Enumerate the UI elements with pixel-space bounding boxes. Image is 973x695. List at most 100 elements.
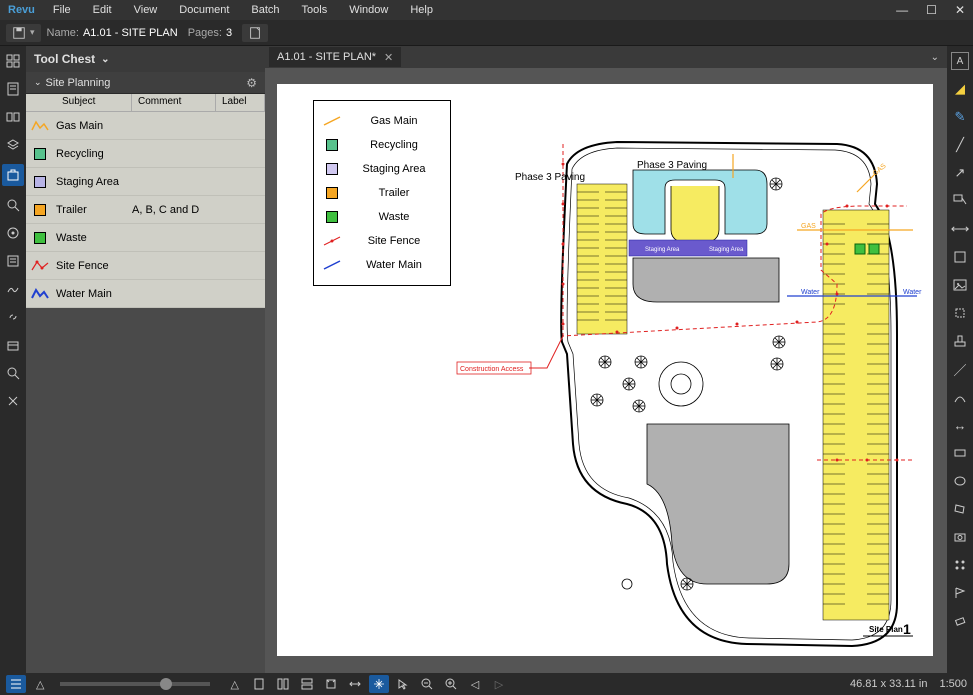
- menu-batch[interactable]: Batch: [251, 4, 279, 16]
- rtool-measure-icon[interactable]: ↔: [951, 416, 969, 434]
- rtool-erase-icon[interactable]: [951, 612, 969, 630]
- menu-help[interactable]: Help: [410, 4, 433, 16]
- tool-icon: [26, 204, 54, 216]
- single-page-button[interactable]: [249, 675, 269, 693]
- tool-icon: [26, 232, 54, 244]
- fit-page-button[interactable]: [321, 675, 341, 693]
- rtool-arc-icon[interactable]: [951, 388, 969, 406]
- rail-measure-icon[interactable]: [4, 364, 22, 382]
- maximize-button[interactable]: ☐: [926, 3, 937, 17]
- section-header[interactable]: ⌄ Site Planning ⚙: [26, 72, 265, 94]
- markups-list-button[interactable]: [6, 675, 26, 693]
- rtool-flag-icon[interactable]: [951, 584, 969, 602]
- col-subject[interactable]: Subject: [26, 94, 132, 111]
- rail-signatures-icon[interactable]: [4, 280, 22, 298]
- svg-text:Staging Area: Staging Area: [709, 247, 744, 253]
- fit-width-button[interactable]: [345, 675, 365, 693]
- rtool-text-icon[interactable]: A: [951, 52, 969, 70]
- zoom-slider[interactable]: [60, 682, 210, 686]
- split-v-button[interactable]: [273, 675, 293, 693]
- rtool-stamp-icon[interactable]: [951, 332, 969, 350]
- save-button[interactable]: ▾: [6, 24, 41, 42]
- close-button[interactable]: ✕: [955, 3, 965, 17]
- rail-properties-icon[interactable]: [4, 224, 22, 242]
- tool-comment: A, B, C and D: [132, 204, 216, 216]
- rail-sets-icon[interactable]: [4, 336, 22, 354]
- table-row[interactable]: Waste: [26, 224, 265, 252]
- chevron-down-icon: ⌄: [34, 77, 42, 88]
- rtool-dimension-icon[interactable]: ⟷: [951, 220, 969, 238]
- table-row[interactable]: Gas Main: [26, 112, 265, 140]
- split-h-button[interactable]: [297, 675, 317, 693]
- pages-label: Pages:: [188, 27, 222, 39]
- rtool-ellipse-icon[interactable]: [951, 472, 969, 490]
- rtool-polygon-icon[interactable]: [951, 500, 969, 518]
- rail-studio-icon[interactable]: [4, 392, 22, 410]
- triangle-right-icon[interactable]: △: [230, 678, 238, 691]
- rtool-cloud-icon[interactable]: [951, 248, 969, 266]
- svg-text:Water: Water: [903, 289, 922, 296]
- svg-text:Phase 3 Paving: Phase 3 Paving: [637, 160, 707, 171]
- pages-value: 3: [226, 27, 232, 39]
- tool-subject: Site Fence: [54, 260, 132, 272]
- document-tab[interactable]: A1.01 - SITE PLAN* ✕: [269, 47, 401, 67]
- table-row[interactable]: Site Fence: [26, 252, 265, 280]
- rtool-line-icon[interactable]: ╱: [951, 136, 969, 154]
- panel-header[interactable]: Tool Chest ⌄: [26, 46, 265, 72]
- table-row[interactable]: Staging Area: [26, 168, 265, 196]
- rtool-callout-icon[interactable]: [951, 192, 969, 210]
- canvas[interactable]: Gas MainRecyclingStaging AreaTrailerWast…: [265, 68, 947, 673]
- slider-thumb[interactable]: [160, 678, 172, 690]
- rtool-image-icon[interactable]: [951, 276, 969, 294]
- rail-forms-icon[interactable]: [4, 252, 22, 270]
- tool-icon: [26, 118, 54, 134]
- panel-title: Tool Chest: [34, 52, 95, 66]
- rail-layers-icon[interactable]: [4, 136, 22, 154]
- triangle-left-icon[interactable]: △: [36, 678, 44, 691]
- chevron-down-icon[interactable]: ⌄: [931, 52, 939, 63]
- rtool-polyline-icon[interactable]: ／: [951, 360, 969, 378]
- tool-subject: Gas Main: [54, 120, 132, 132]
- minimize-button[interactable]: —: [896, 3, 908, 17]
- next-view-button[interactable]: ▷: [489, 675, 509, 693]
- svg-text:Construction Access: Construction Access: [460, 366, 524, 373]
- menu-file[interactable]: File: [53, 4, 71, 16]
- menu-tools[interactable]: Tools: [302, 4, 328, 16]
- menu-edit[interactable]: Edit: [93, 4, 112, 16]
- tab-close-icon[interactable]: ✕: [384, 51, 393, 64]
- rtool-rect-icon[interactable]: [951, 444, 969, 462]
- table-row[interactable]: Trailer A, B, C and D: [26, 196, 265, 224]
- tool-subject: Waste: [54, 232, 132, 244]
- zoom-out-button[interactable]: [417, 675, 437, 693]
- pan-button[interactable]: [369, 675, 389, 693]
- rail-file-icon[interactable]: [4, 108, 22, 126]
- menu-view[interactable]: View: [134, 4, 158, 16]
- svg-text:GAS: GAS: [872, 162, 888, 177]
- select-button[interactable]: [393, 675, 413, 693]
- rtool-pen-icon[interactable]: ✎: [951, 108, 969, 126]
- menu-document[interactable]: Document: [179, 4, 229, 16]
- rail-links-icon[interactable]: [4, 308, 22, 326]
- tool-subject: Trailer: [54, 204, 132, 216]
- rail-bookmarks-icon[interactable]: [4, 80, 22, 98]
- gear-icon[interactable]: ⚙: [246, 76, 257, 90]
- menu-window[interactable]: Window: [349, 4, 388, 16]
- prev-view-button[interactable]: ◁: [465, 675, 485, 693]
- rtool-count-icon[interactable]: [951, 556, 969, 574]
- rail-thumbnails-icon[interactable]: [4, 52, 22, 70]
- table-row[interactable]: Recycling: [26, 140, 265, 168]
- zoom-in-button[interactable]: [441, 675, 461, 693]
- rail-toolchest-icon[interactable]: [2, 164, 24, 186]
- col-label[interactable]: Label: [216, 94, 265, 111]
- col-comment[interactable]: Comment: [132, 94, 216, 111]
- tool-icon: [26, 176, 54, 188]
- tab-strip: A1.01 - SITE PLAN* ✕ ⌄: [265, 46, 947, 68]
- page-thumbnail-button[interactable]: [242, 24, 268, 42]
- rtool-crop-icon[interactable]: [951, 304, 969, 322]
- rtool-arrow-icon[interactable]: ↗: [951, 164, 969, 182]
- table-row[interactable]: Water Main: [26, 280, 265, 308]
- rtool-highlight-icon[interactable]: ◢: [951, 80, 969, 98]
- rtool-snapshot-icon[interactable]: [951, 528, 969, 546]
- rail-search-icon[interactable]: [4, 196, 22, 214]
- brand-label: Revu: [8, 4, 35, 16]
